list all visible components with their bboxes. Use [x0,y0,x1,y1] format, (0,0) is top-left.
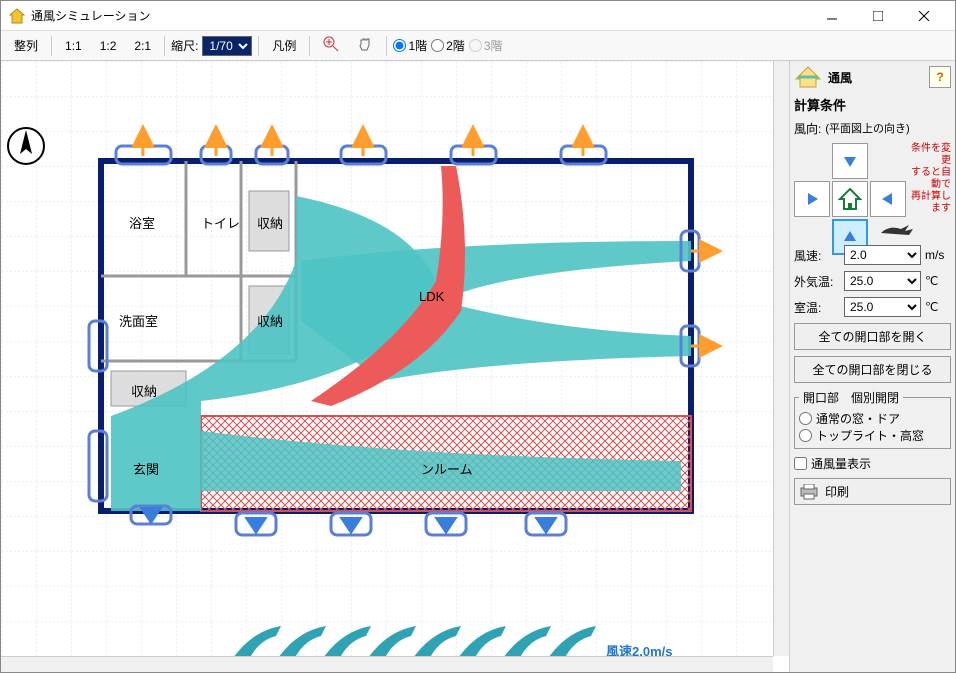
separator [258,36,259,56]
sidebar-title: 通風 [828,69,852,86]
ratio-21-button[interactable]: 2:1 [127,36,158,56]
room-label-toilet: トイレ [201,213,240,232]
wind-speed-label: 風速2.0m/s [606,641,672,656]
align-button[interactable]: 整列 [7,34,45,57]
toolbar: 整列 1:1 1:2 2:1 縮尺: 1/70 凡例 1階 2階 3階 [1,31,955,61]
wind-dir-label: 風向: [794,120,821,137]
room-label-bath: 浴室 [129,213,155,232]
wind-speed-select[interactable]: 2.0 [844,245,921,265]
floor2-radio[interactable]: 2階 [431,37,465,54]
room-label-storage1: 収納 [257,213,283,232]
outside-temp-select[interactable]: 25.0 [844,271,921,291]
app-window: 通風シミュレーション 整列 1:1 1:2 2:1 縮尺: 1/70 凡例 1階… [0,0,956,673]
wind-dir-center-icon [832,181,868,217]
app-icon [9,8,25,24]
wind-speed-unit: m/s [925,248,951,262]
opening-toplight-radio[interactable]: トップライト・高窓 [799,427,946,444]
room-label-entrance: 玄関 [133,459,159,478]
room-label-washroom: 洗面室 [119,311,158,330]
recalc-note: 条件を変更 すると自動で 再計算します [910,143,951,215]
ventilation-icon [794,65,822,89]
calc-conditions-title: 計算条件 [794,95,951,114]
maximize-button[interactable] [855,2,901,30]
floorplan-canvas [1,61,771,656]
floor1-radio[interactable]: 1階 [393,37,427,54]
opening-group-label: 開口部 個別開閉 [799,389,903,406]
help-button[interactable]: ? [929,66,951,88]
outside-temp-unit: ℃ [925,274,951,288]
scale-select[interactable]: 1/70 [202,36,252,56]
wind-dir-n-button[interactable] [832,143,868,179]
close-all-button[interactable]: 全ての開口部を閉じる [794,356,951,383]
room-temp-unit: ℃ [925,300,951,314]
canvas-area: 浴室 トイレ 収納 洗面室 収納 収納 LDK 玄関 ンルーム 風速2.0m/s [1,61,789,672]
wind-dir-e-button[interactable] [870,181,906,217]
room-temp-label: 室温: [794,299,840,316]
wind-dir-w-button[interactable] [794,181,830,217]
room-label-sunroom: ンルーム [421,459,473,478]
floor3-radio[interactable]: 3階 [469,37,503,54]
outside-temp-label: 外気温: [794,273,840,290]
separator [164,36,165,56]
titlebar: 通風シミュレーション [1,1,955,31]
close-button[interactable] [901,2,947,30]
room-temp-row: 室温: 25.0 ℃ [794,297,951,317]
opening-individual-group: 開口部 個別開閉 通常の窓・ドア トップライト・高窓 [794,389,951,449]
horizontal-scrollbar[interactable] [1,656,773,672]
room-label-storage2: 収納 [257,311,283,330]
pan-icon[interactable] [350,33,380,58]
wind-speed-label: 風速: [794,247,840,264]
room-label-ldk: LDK [419,289,444,304]
content-area: 浴室 トイレ 収納 洗面室 収納 収納 LDK 玄関 ンルーム 風速2.0m/s… [1,61,955,672]
separator [51,36,52,56]
sidebar-header: 通風 ? [794,65,951,89]
scale-label: 縮尺: [171,37,198,54]
wind-speed-row: 風速: 2.0 m/s [794,245,951,265]
zoom-in-icon[interactable] [316,33,346,58]
sidebar: 通風 ? 計算条件 風向: (平面図上の向き) [789,61,955,672]
printer-icon [799,484,819,500]
ratio-11-button[interactable]: 1:1 [58,36,89,56]
legend-button[interactable]: 凡例 [265,34,303,57]
separator [386,36,387,56]
opening-normal-radio[interactable]: 通常の窓・ドア [799,410,946,427]
canvas-viewport[interactable]: 浴室 トイレ 収納 洗面室 収納 収納 LDK 玄関 ンルーム 風速2.0m/s [1,61,773,656]
print-button[interactable]: 印刷 [794,478,951,505]
ratio-12-button[interactable]: 1:2 [93,36,124,56]
separator [309,36,310,56]
window-title: 通風シミュレーション [31,7,809,24]
room-temp-select[interactable]: 25.0 [844,297,921,317]
outside-temp-row: 外気温: 25.0 ℃ [794,271,951,291]
minimize-button[interactable] [809,2,855,30]
vertical-scrollbar[interactable] [773,61,789,656]
wind-dir-note: (平面図上の向き) [825,120,909,136]
open-all-button[interactable]: 全ての開口部を開く [794,323,951,350]
show-airflow-checkbox[interactable]: 通風量表示 [794,455,951,472]
weathervane-icon [879,219,919,239]
room-label-storage3: 収納 [131,381,157,400]
